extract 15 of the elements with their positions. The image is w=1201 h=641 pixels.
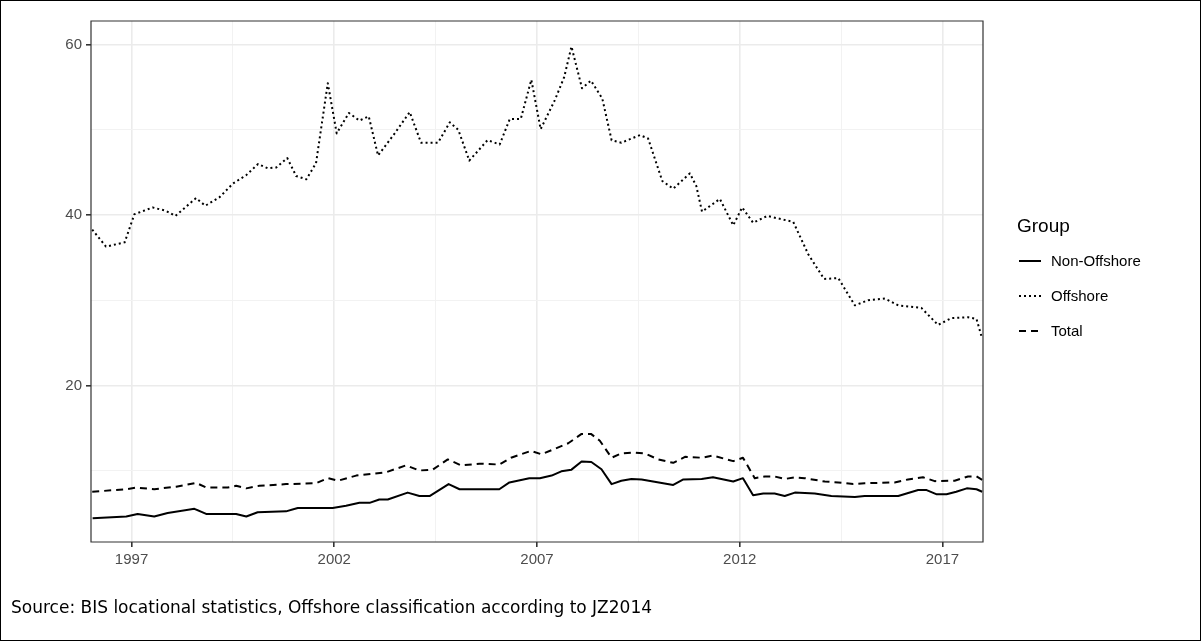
source-note: Source: BIS locational statistics, Offshore classification according to JZ2014	[11, 597, 653, 617]
y-tick-label: 20	[65, 375, 82, 393]
y-tick-label: 60	[65, 34, 82, 52]
x-tick-label: 1997	[114, 550, 149, 568]
legend-label: Offshore	[1051, 287, 1109, 304]
legend-label: Total	[1051, 322, 1083, 339]
legend-label: Non-Offshore	[1051, 252, 1141, 269]
x-tick-label: 2017	[925, 550, 960, 568]
y-tick-label: 40	[65, 205, 82, 223]
x-tick-label: 2002	[317, 550, 351, 568]
x-tick-label: 2007	[520, 550, 554, 568]
legend-title: Group	[1017, 215, 1071, 237]
x-tick-label: 2012	[723, 550, 757, 568]
line-series	[91, 432, 983, 493]
line-series	[91, 45, 983, 337]
